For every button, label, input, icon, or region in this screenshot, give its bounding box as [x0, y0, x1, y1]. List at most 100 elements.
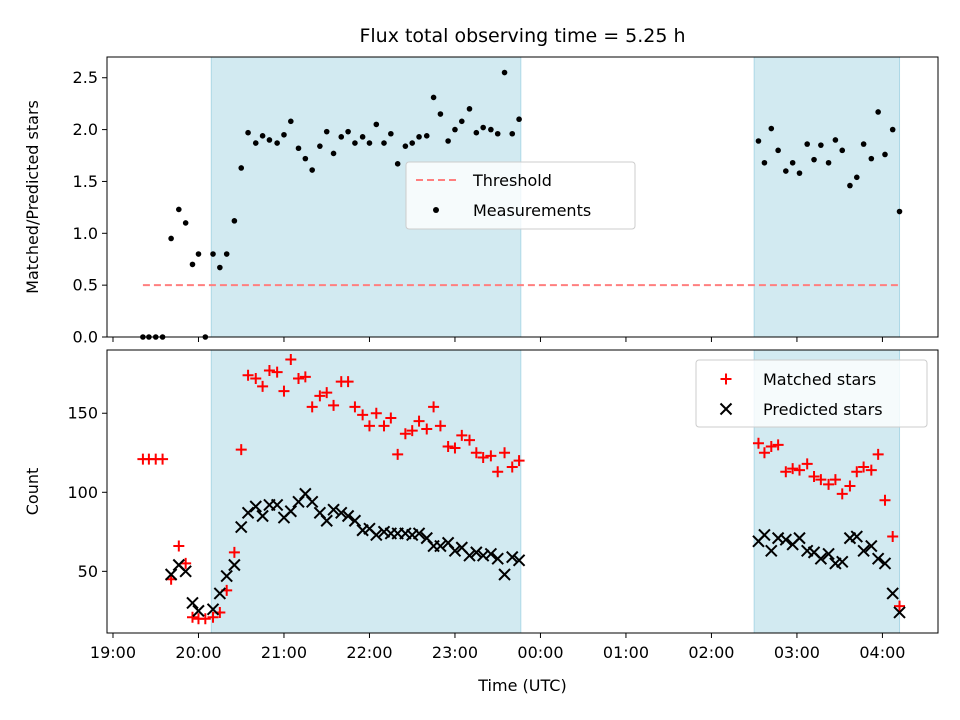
matched-star-point: [844, 480, 856, 492]
matched-star-point: [477, 452, 489, 464]
measurement-point: [366, 140, 373, 146]
predicted-star-point: [893, 606, 906, 619]
predicted-star-point: [206, 603, 220, 616]
matched-star-point: [321, 387, 333, 399]
matched-star-point: [378, 420, 390, 432]
predicted-star-point: [327, 503, 340, 516]
matched-star-point: [815, 474, 827, 486]
matched-star-point: [772, 439, 784, 451]
predicted-star-point: [335, 506, 348, 520]
measurement-point: [839, 147, 846, 154]
measurement-point: [452, 126, 458, 133]
measurement-point: [430, 94, 437, 101]
matched-star-point: [442, 440, 454, 452]
measurement-point: [210, 251, 216, 257]
y-tick-label: 150: [67, 404, 98, 423]
measurement-point: [882, 151, 888, 158]
y-tick-label: 0.5: [73, 276, 98, 295]
x-tick-label: 20:00: [175, 643, 221, 662]
measurement-point: [789, 159, 796, 166]
matched-star-point: [314, 390, 326, 402]
measurement-point: [274, 140, 280, 146]
measurement-point: [317, 143, 323, 149]
predicted-star-point: [470, 546, 483, 559]
matched-star-point: [894, 600, 906, 612]
measurement-point: [860, 141, 867, 147]
measurement-point: [288, 118, 294, 125]
measurement-point: [217, 264, 223, 271]
predicted-star-point: [512, 554, 526, 567]
measurement-point: [281, 131, 287, 138]
measurement-point: [330, 150, 337, 157]
predicted-star-point: [270, 498, 284, 512]
measurement-point: [252, 140, 259, 146]
ratio-panel-legend: Threshold Measurements: [405, 161, 636, 230]
measurement-point: [494, 130, 501, 137]
measurement-point: [195, 251, 202, 257]
matched-star-point: [887, 531, 899, 543]
matched-star-point: [370, 407, 382, 419]
matched-star-point: [328, 399, 340, 411]
predicted-star-point: [857, 544, 870, 557]
measurement-point: [345, 128, 351, 135]
y-tick-label: 1.0: [73, 224, 98, 243]
predicted-stars-points: [164, 487, 906, 619]
measurement-point: [259, 133, 266, 139]
predicted-star-point: [341, 509, 355, 523]
matched-star-point: [392, 448, 404, 460]
matched-star-point: [363, 420, 375, 432]
measurement-point: [501, 69, 508, 76]
count-panel-legend: Matched stars Predicted stars: [695, 359, 928, 428]
matched-star-point: [499, 447, 511, 459]
ratio-panel-frame: [106, 56, 939, 338]
matched-star-point: [851, 466, 863, 478]
count-panel-y-label: Count: [23, 468, 42, 516]
measurement-point: [466, 106, 473, 112]
predicted-star-point: [498, 568, 511, 581]
matched-star-point: [470, 447, 482, 459]
matched-star-point: [463, 434, 475, 446]
predicted-star-point: [779, 533, 793, 546]
measurement-point: [445, 138, 451, 144]
measurement-point: [182, 220, 189, 226]
x-axis-label: Time (UTC): [477, 676, 566, 695]
measurement-point: [423, 133, 430, 139]
x-tick-label: 00:00: [517, 643, 563, 662]
matched-star-point: [278, 385, 290, 397]
predicted-star-point: [491, 552, 504, 565]
matched-star-point: [865, 464, 877, 476]
predicted-star-point: [305, 495, 319, 508]
measurement-point: [388, 130, 394, 137]
measurement-point: [402, 143, 409, 149]
measurement-point: [168, 235, 174, 242]
predicted-star-point: [284, 505, 298, 518]
predicted-star-point: [320, 514, 333, 527]
measurement-point: [359, 134, 366, 140]
predicted-star-point: [463, 549, 476, 562]
predicted-star-point: [192, 604, 205, 618]
matched-star-point: [872, 448, 884, 460]
y-tick-label: 2.0: [73, 120, 98, 139]
y-tick-label: 1.5: [73, 172, 98, 191]
matched-star-point: [242, 369, 254, 381]
x-tick-label: 23:00: [432, 643, 478, 662]
matched-star-point: [858, 461, 870, 473]
ratio-panel-y-label: Matched/Predicted stars: [23, 100, 42, 294]
measurement-point: [223, 251, 230, 257]
legend-predicted-label: Predicted stars: [763, 400, 883, 419]
count-panel-y-ticks: 50 100 150: [67, 404, 107, 581]
x-tick-label: 22:00: [346, 643, 392, 662]
predicted-star-point: [836, 555, 849, 569]
x-tick-label: 19:00: [90, 643, 136, 662]
measurement-point: [245, 129, 251, 136]
measurement-point: [416, 134, 422, 140]
measurement-point: [480, 124, 486, 131]
predicted-star-point: [850, 530, 863, 543]
measurement-point: [811, 156, 817, 163]
matched-star-point: [456, 429, 468, 441]
matched-star-point: [180, 557, 192, 569]
matched-star-point: [829, 474, 841, 486]
matched-star-point: [434, 420, 446, 432]
measurement-point: [381, 140, 387, 146]
legend-plus-marker: [720, 373, 732, 385]
